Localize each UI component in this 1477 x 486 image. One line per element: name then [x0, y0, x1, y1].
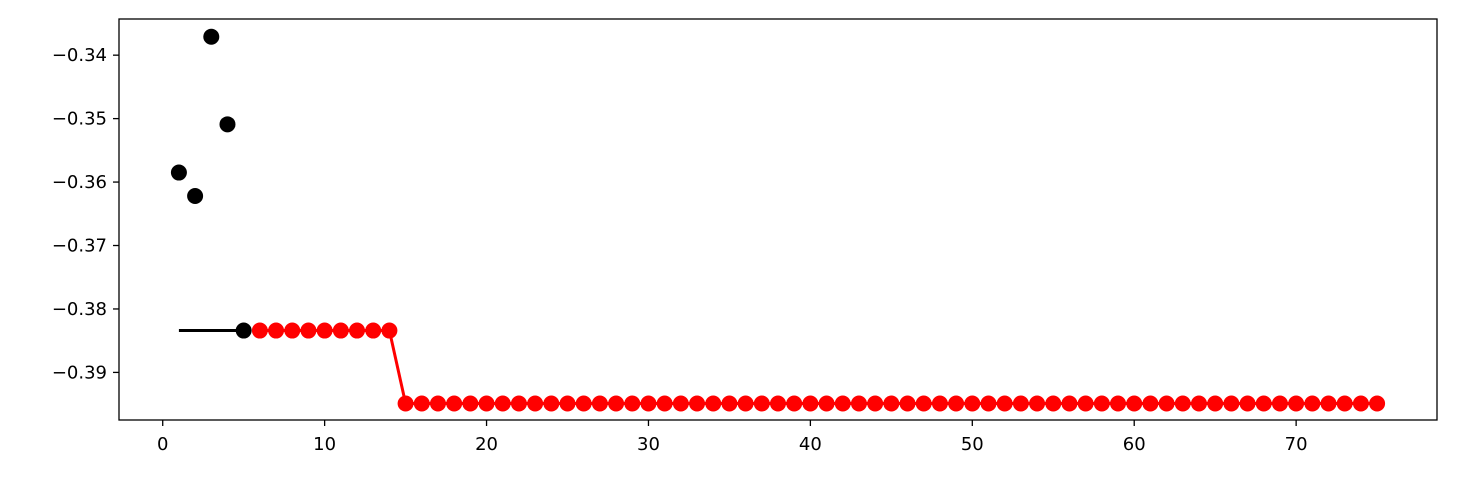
red-series-point: [608, 395, 625, 412]
red-series-point: [268, 322, 285, 339]
red-series-point: [1061, 395, 1078, 412]
x-tick-label: 50: [961, 434, 984, 455]
red-series-point: [1029, 395, 1046, 412]
red-series-point: [1207, 395, 1224, 412]
y-tick-label: −0.37: [52, 236, 107, 257]
red-series-point: [883, 395, 900, 412]
red-series-point: [1255, 395, 1272, 412]
red-series-point: [300, 322, 317, 339]
red-series-point: [1304, 395, 1321, 412]
red-series-point: [1352, 395, 1369, 412]
red-series-point: [850, 395, 867, 412]
red-series-point: [1126, 395, 1143, 412]
y-tick-label: −0.34: [52, 45, 107, 66]
red-series-point: [510, 395, 527, 412]
red-series-point: [1142, 395, 1159, 412]
red-series-point: [915, 395, 932, 412]
red-series-point: [559, 395, 576, 412]
red-series-point: [1110, 395, 1127, 412]
red-series-point: [1320, 395, 1337, 412]
red-series-point: [349, 322, 366, 339]
red-series-point: [397, 395, 414, 412]
red-series-point: [1190, 395, 1207, 412]
red-series-point: [1271, 395, 1288, 412]
red-series-point: [1012, 395, 1029, 412]
red-series-point: [381, 322, 398, 339]
y-tick-label: −0.36: [52, 172, 107, 193]
red-series-point: [802, 395, 819, 412]
red-series-point: [996, 395, 1013, 412]
red-series-point: [332, 322, 349, 339]
x-tick-label: 30: [637, 434, 660, 455]
red-series-point: [575, 395, 592, 412]
red-series-point: [446, 395, 463, 412]
plot-area: [170, 28, 1386, 412]
red-series-point: [591, 395, 608, 412]
red-series-point: [494, 395, 511, 412]
x-tick-label: 70: [1285, 434, 1308, 455]
red-series-point: [786, 395, 803, 412]
red-series-point: [1239, 395, 1256, 412]
red-series-point: [689, 395, 706, 412]
red-series-point: [462, 395, 479, 412]
red-series-point: [1174, 395, 1191, 412]
red-series-point: [624, 395, 641, 412]
y-axis: −0.34 −0.35 −0.36 −0.37 −0.38 −0.39: [52, 45, 119, 383]
red-series-point: [284, 322, 301, 339]
red-series-point: [251, 322, 268, 339]
black-point: [170, 164, 187, 181]
red-series-point: [656, 395, 673, 412]
red-series-point: [1369, 395, 1386, 412]
red-series-point: [1158, 395, 1175, 412]
red-series-point: [737, 395, 754, 412]
red-series-point: [1336, 395, 1353, 412]
red-series-point: [980, 395, 997, 412]
red-series-point: [1093, 395, 1110, 412]
red-series-point: [1223, 395, 1240, 412]
x-tick-label: 10: [313, 434, 336, 455]
red-series-line: [259, 329, 1378, 406]
black-point: [235, 322, 252, 339]
red-series-point: [948, 395, 965, 412]
red-series-point: [721, 395, 738, 412]
x-tick-label: 0: [157, 434, 168, 455]
black-point: [219, 116, 236, 133]
red-series-point: [705, 395, 722, 412]
x-axis: 0 10 20 30 40 50 60 70: [157, 420, 1308, 455]
black-point: [203, 28, 220, 45]
red-series-point: [1077, 395, 1094, 412]
x-tick-label: 40: [799, 434, 822, 455]
red-series-point: [899, 395, 916, 412]
x-tick-label: 60: [1123, 434, 1146, 455]
y-tick-label: −0.39: [52, 362, 107, 383]
red-series-point: [964, 395, 981, 412]
red-series-point: [640, 395, 657, 412]
y-tick-label: −0.38: [52, 299, 107, 320]
red-series-point: [365, 322, 382, 339]
red-series-point: [672, 395, 689, 412]
red-series-point: [753, 395, 770, 412]
red-series-point: [478, 395, 495, 412]
red-series-point: [834, 395, 851, 412]
red-series-point: [867, 395, 884, 412]
red-series-point: [429, 395, 446, 412]
red-series-point: [543, 395, 560, 412]
plot-frame: [118, 18, 1438, 421]
red-series-point: [1288, 395, 1305, 412]
x-tick-label: 20: [475, 434, 498, 455]
red-series-point: [316, 322, 333, 339]
red-series-point: [413, 395, 430, 412]
black-point: [187, 188, 204, 205]
red-series-point: [818, 395, 835, 412]
red-series-point: [931, 395, 948, 412]
y-tick-label: −0.35: [52, 109, 107, 130]
red-series-point: [770, 395, 786, 412]
red-series-point: [1045, 395, 1062, 412]
red-series-point: [527, 395, 544, 412]
